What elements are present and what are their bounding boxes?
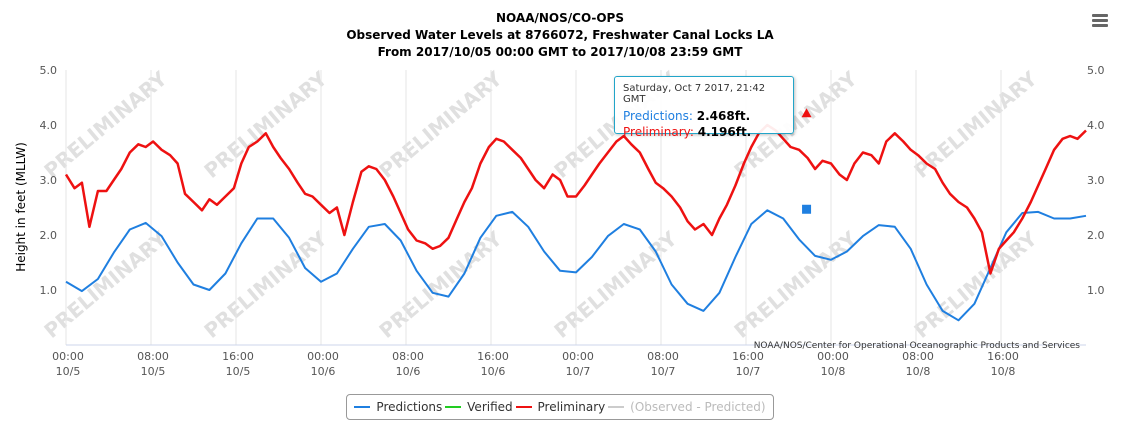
watermark-layer: PRELIMINARYPRELIMINARYPRELIMINARYPRELIMI… — [39, 66, 1041, 343]
y-tick-right: 1.0 — [1087, 284, 1105, 297]
legend-line-icon — [354, 406, 371, 408]
tooltip-pred-value: 2.468ft. — [696, 109, 751, 123]
legend-item-verified[interactable]: Verified — [445, 400, 513, 414]
legend-line-icon — [445, 406, 462, 408]
y-tick-right: 4.0 — [1087, 119, 1105, 132]
tooltip: Saturday, Oct 7 2017, 21:42 GMT Predicti… — [614, 76, 794, 139]
x-tick-date: 10/6 — [311, 365, 336, 378]
x-tick-date: 10/8 — [991, 365, 1016, 378]
y-axis-right: 1.0 2.0 3.0 4.0 5.0 — [1087, 64, 1105, 297]
y-tick-right: 5.0 — [1087, 64, 1105, 77]
preliminary-marker — [801, 108, 812, 118]
legend-label: (Observed - Predicted) — [630, 400, 766, 414]
x-tick-date: 10/7 — [651, 365, 676, 378]
y-tick-left: 4.0 — [40, 119, 58, 132]
y-tick-left: 2.0 — [40, 229, 58, 242]
x-tick-date: 10/8 — [906, 365, 931, 378]
x-tick-time: 16:00 — [477, 350, 509, 363]
legend-label: Verified — [467, 400, 513, 414]
legend-line-icon — [515, 406, 532, 408]
chart-title: NOAA/NOS/CO-OPS — [496, 11, 624, 25]
tooltip-preliminary: Preliminary: 4.196ft. — [623, 124, 785, 140]
watermark-text: PRELIMINARY — [199, 226, 331, 343]
y-tick-left: 1.0 — [40, 284, 58, 297]
watermark-text: PRELIMINARY — [909, 226, 1041, 343]
x-tick-time: 08:00 — [647, 350, 679, 363]
x-tick-time: 00:00 — [817, 350, 849, 363]
grid-lines — [65, 70, 1086, 346]
legend-item-preliminary[interactable]: Preliminary — [515, 400, 606, 414]
chart-subtitle-range: From 2017/10/05 00:00 GMT to 2017/10/08 … — [378, 45, 744, 59]
hamburger-menu-icon[interactable] — [1088, 12, 1112, 32]
x-tick-time: 00:00 — [307, 350, 339, 363]
x-tick-time: 08:00 — [392, 350, 424, 363]
watermark-text: PRELIMINARY — [39, 226, 171, 343]
watermark-text: PRELIMINARY — [199, 66, 331, 183]
watermark-text: PRELIMINARY — [729, 226, 861, 343]
x-tick-date: 10/7 — [566, 365, 591, 378]
tooltip-prelim-label: Preliminary: — [623, 125, 694, 139]
series-predictions-line — [65, 209, 1087, 322]
x-tick-date: 10/6 — [396, 365, 421, 378]
y-tick-right: 3.0 — [1087, 174, 1105, 187]
x-axis: 00:00 10/5 08:00 10/5 16:00 10/5 00:00 10/6 08:0… — [52, 350, 1019, 378]
x-tick-time: 00:00 — [562, 350, 594, 363]
x-tick-time: 08:00 — [902, 350, 934, 363]
watermark-text: PRELIMINARY — [39, 66, 171, 183]
y-axis-label: Height in feet (MLLW) — [14, 142, 28, 272]
tooltip-date: Saturday, Oct 7 2017, 21:42 GMT — [623, 83, 766, 105]
y-tick-right: 2.0 — [1087, 229, 1105, 242]
y-axis-left: 1.0 2.0 3.0 4.0 5.0 — [40, 64, 58, 297]
highlight-markers — [801, 108, 812, 214]
x-tick-date: 10/7 — [736, 365, 761, 378]
x-tick-time: 08:00 — [137, 350, 169, 363]
x-tick-date: 10/8 — [821, 365, 846, 378]
legend-item-predictions[interactable]: Predictions — [354, 400, 442, 414]
x-tick-time: 16:00 — [732, 350, 764, 363]
credit-text: NOAA/NOS/Center for Operational Oceanogr… — [754, 341, 1081, 351]
chart-subtitle-station: Observed Water Levels at 8766072, Freshw… — [346, 28, 774, 42]
x-tick-date: 10/5 — [226, 365, 251, 378]
legend-label: Preliminary — [537, 400, 606, 414]
series-layer — [64, 123, 1087, 322]
predictions-marker — [802, 204, 812, 214]
legend: Predictions Verified Preliminary (Observ… — [346, 394, 774, 420]
y-tick-left: 5.0 — [40, 64, 58, 77]
y-tick-left: 3.0 — [40, 174, 58, 187]
legend-item-observed-minus-predicted[interactable]: (Observed - Predicted) — [608, 400, 766, 414]
x-tick-time: 00:00 — [52, 350, 84, 363]
watermark-text: PRELIMINARY — [549, 226, 681, 343]
x-tick-date: 10/5 — [141, 365, 166, 378]
series-preliminary-line — [64, 123, 1087, 275]
legend-line-icon — [608, 406, 625, 408]
tooltip-pred-label: Predictions: — [623, 109, 693, 123]
x-tick-time: 16:00 — [222, 350, 254, 363]
watermark-text: PRELIMINARY — [374, 66, 506, 183]
tooltip-predictions: Predictions: 2.468ft. — [623, 108, 785, 124]
tooltip-prelim-value: 4.196ft. — [697, 125, 752, 139]
x-tick-date: 10/6 — [481, 365, 506, 378]
legend-label: Predictions — [376, 400, 443, 414]
x-tick-time: 16:00 — [987, 350, 1019, 363]
x-tick-date: 10/5 — [56, 365, 81, 378]
